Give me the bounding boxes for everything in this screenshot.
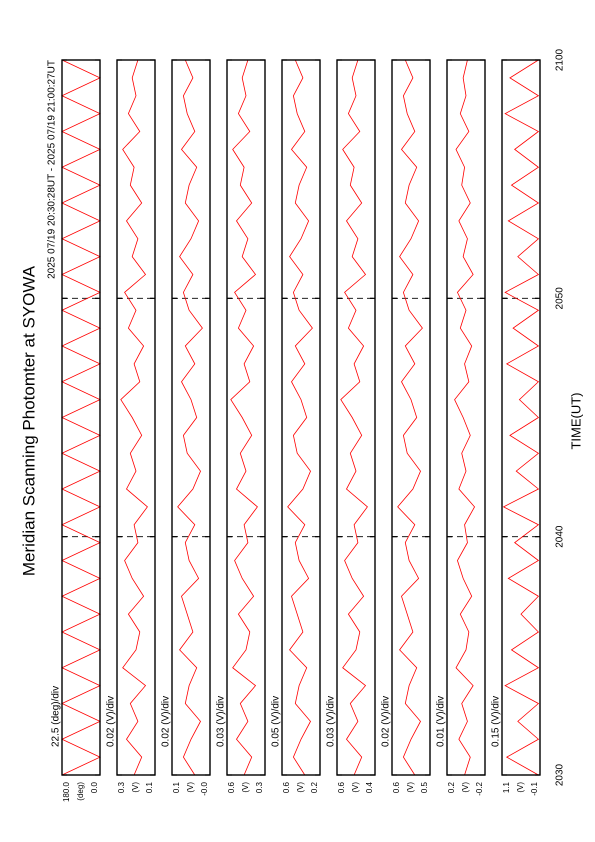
panel-scale: 0.03 (V)/div <box>216 696 227 747</box>
y-tick-label: 0.4 <box>365 781 374 793</box>
y-tick-label: 0.6 <box>392 781 401 793</box>
panel-unit: (V) <box>131 782 140 793</box>
trace-line <box>340 59 368 776</box>
panel-frame <box>281 59 321 776</box>
trace-line <box>177 59 203 776</box>
panel-scale: 22.5 (deg)/div <box>51 686 62 747</box>
panel-frame <box>61 59 101 776</box>
trace-line <box>397 59 423 776</box>
y-tick-label: 0.3 <box>255 781 264 793</box>
panel-scale: 0.01 (V)/div <box>436 696 447 747</box>
y-tick-label: 0.2 <box>310 781 319 793</box>
rotated-plot: Meridian Scanning Photomter at SYOWA 202… <box>19 48 583 802</box>
panel-scale: 0.15 (V)/div <box>491 696 502 747</box>
x-tick-label: 2050 <box>555 287 566 310</box>
trace-line <box>454 59 476 776</box>
y-tick-label: 0.2 <box>447 781 456 793</box>
y-tick-label: 1.1 <box>502 781 511 793</box>
panel-frame <box>391 59 431 776</box>
panel-unit: (V) <box>516 782 525 793</box>
y-tick-label: 0.3 <box>117 781 126 793</box>
trace-line <box>287 59 313 776</box>
panel-frame <box>446 59 486 776</box>
panel-unit: (deg) <box>76 782 85 801</box>
chart-subtitle: 2025 07/19 20:30:28UT - 2025 07/19 21:00… <box>47 60 58 279</box>
panel-scale: 0.02 (V)/div <box>381 696 392 747</box>
y-tick-label: -0.1 <box>530 781 539 795</box>
y-tick-label: 0.1 <box>145 781 154 793</box>
panel-frame <box>116 59 156 776</box>
panel-frame <box>501 59 541 776</box>
panel-unit: (V) <box>406 782 415 793</box>
x-tick-label: 2100 <box>555 48 566 71</box>
panel-unit: (V) <box>296 782 305 793</box>
y-tick-label: 0.6 <box>337 781 346 793</box>
panel-scale: 0.03 (V)/div <box>326 696 337 747</box>
trace-line <box>61 59 101 776</box>
trace-line <box>502 59 540 776</box>
y-tick-label: 0.1 <box>172 781 181 793</box>
panel-frame <box>336 59 376 776</box>
panel-frame <box>171 59 211 776</box>
y-tick-label: -0.0 <box>200 781 209 795</box>
panel-unit: (V) <box>241 782 250 793</box>
panel-unit: (V) <box>461 782 470 793</box>
panel-unit: (V) <box>186 782 195 793</box>
trace-line <box>230 59 258 776</box>
panel-frame <box>226 59 266 776</box>
panel-scale: 0.02 (V)/div <box>161 696 172 747</box>
y-tick-label: 0.6 <box>227 781 236 793</box>
y-tick-label: -0.2 <box>475 781 484 795</box>
panel-unit: (V) <box>351 782 360 793</box>
chart-title: Meridian Scanning Photomter at SYOWA <box>19 265 38 576</box>
x-axis-label: TIME(UT) <box>568 392 583 449</box>
x-tick-label: 2040 <box>555 525 566 548</box>
y-tick-label: 180.0 <box>62 781 71 802</box>
y-tick-label: 0.6 <box>282 781 291 793</box>
x-tick-label: 2030 <box>555 763 566 786</box>
y-tick-label: 0.0 <box>90 781 99 793</box>
panel-scale: 0.02 (V)/div <box>106 696 117 747</box>
y-tick-label: 0.5 <box>420 781 429 793</box>
trace-line <box>120 59 148 776</box>
panel-scale: 0.05 (V)/div <box>271 696 282 747</box>
